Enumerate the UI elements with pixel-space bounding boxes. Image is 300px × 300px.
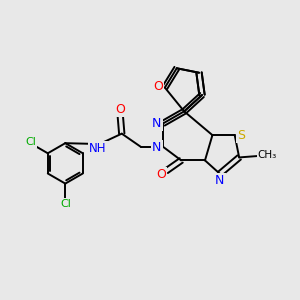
Text: CH₃: CH₃ bbox=[258, 150, 277, 161]
Text: NH: NH bbox=[89, 142, 107, 155]
Text: S: S bbox=[237, 129, 245, 142]
Text: N: N bbox=[152, 140, 161, 154]
Text: N: N bbox=[215, 174, 224, 187]
Text: N: N bbox=[152, 117, 161, 130]
Text: Cl: Cl bbox=[60, 199, 71, 209]
Text: O: O bbox=[156, 168, 166, 181]
Text: O: O bbox=[115, 103, 125, 116]
Text: Cl: Cl bbox=[25, 137, 36, 147]
Text: O: O bbox=[153, 80, 163, 93]
